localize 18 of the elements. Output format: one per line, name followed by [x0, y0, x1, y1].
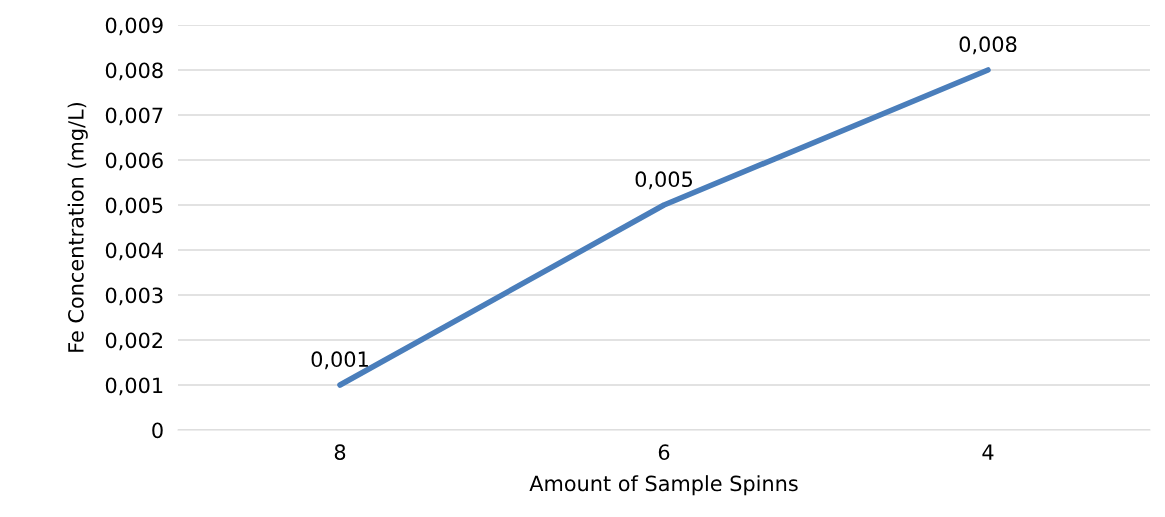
- y-tick-label: 0,003: [105, 287, 163, 306]
- x-tick-label: 8: [334, 444, 346, 461]
- x-axis-title: Amount of Sample Spinns: [529, 475, 798, 496]
- x-tick-label: 6: [658, 444, 670, 461]
- x-tick-label: 4: [982, 444, 994, 460]
- data-label: 0,008: [959, 36, 1017, 55]
- y-tick-label: 0,009: [105, 17, 163, 36]
- data-label: 0,005: [635, 171, 692, 190]
- y-tick-label: 0,008: [105, 62, 163, 81]
- y-tick-label: 0,006: [105, 152, 163, 171]
- data-label: 0,001: [311, 351, 368, 370]
- y-tick-label: 0: [152, 422, 163, 439]
- y-tick-label: 0,005: [105, 197, 163, 216]
- y-tick-label: 0,001: [105, 377, 163, 396]
- y-tick-label: 0,002: [105, 332, 163, 351]
- y-tick-label: 0,007: [105, 107, 163, 126]
- y-axis-title: Fe Concentration (mg/L): [67, 102, 88, 352]
- y-tick-label: 0,004: [105, 242, 163, 261]
